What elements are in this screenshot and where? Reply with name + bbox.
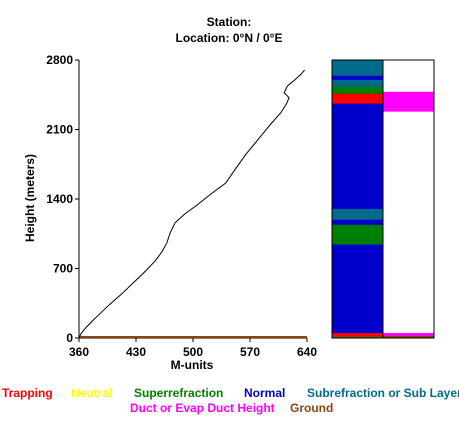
legend: Trapping Neutral Superrefraction Normal Subr…: [2, 386, 459, 415]
m-profile-plot: 0 700 1400 2100 2800 360 430 500 570 640: [46, 53, 317, 359]
legend-item: Ground: [290, 401, 333, 415]
x-axis-label: M-units: [171, 358, 214, 372]
y-tick-label: 700: [53, 262, 73, 276]
layer-band: [332, 60, 383, 76]
y-axis-label: Height (meters): [23, 154, 37, 242]
layer-band: [332, 79, 383, 87]
layer-band: [332, 219, 383, 225]
layer-band: [332, 224, 383, 245]
layer-band: [332, 244, 383, 334]
y-tick-label: 2100: [46, 123, 73, 137]
x-tick-label: 640: [297, 345, 317, 359]
x-tick-label: 500: [183, 345, 203, 359]
y-tick-label: 0: [66, 331, 73, 345]
layer-ground-band: [332, 336, 383, 338]
legend-item: Superrefraction: [134, 386, 223, 400]
duct-column-frame: [382, 59, 435, 339]
legend-item: Subrefraction or Sub Layer: [307, 386, 459, 400]
x-tick-label: 430: [126, 345, 146, 359]
layer-band: [332, 75, 383, 80]
y-tick-label: 2800: [46, 53, 73, 67]
layer-band: [332, 103, 383, 209]
y-tick-label: 1400: [46, 192, 73, 206]
duct-height-band: [383, 91, 434, 112]
layer-band: [332, 333, 383, 337]
duct-layer-column: [331, 59, 384, 339]
duct-height-column: [382, 59, 435, 339]
duct-ground-band: [383, 336, 434, 338]
x-tick-label: 570: [240, 345, 260, 359]
legend-item: Trapping: [2, 386, 53, 400]
layer-band: [332, 86, 383, 94]
duct-height-band: [383, 333, 434, 338]
layer-band: [332, 208, 383, 220]
legend-item: Normal: [244, 386, 285, 400]
x-tick-label: 360: [69, 345, 89, 359]
location-title: Location: 0°N / 0°E: [176, 31, 283, 45]
layer-band: [332, 93, 383, 104]
m-profile-line: [78, 69, 305, 339]
legend-item: Neutral: [71, 386, 112, 400]
station-title: Station:: [207, 15, 252, 29]
legend-item: Duct or Evap Duct Height: [130, 401, 275, 415]
